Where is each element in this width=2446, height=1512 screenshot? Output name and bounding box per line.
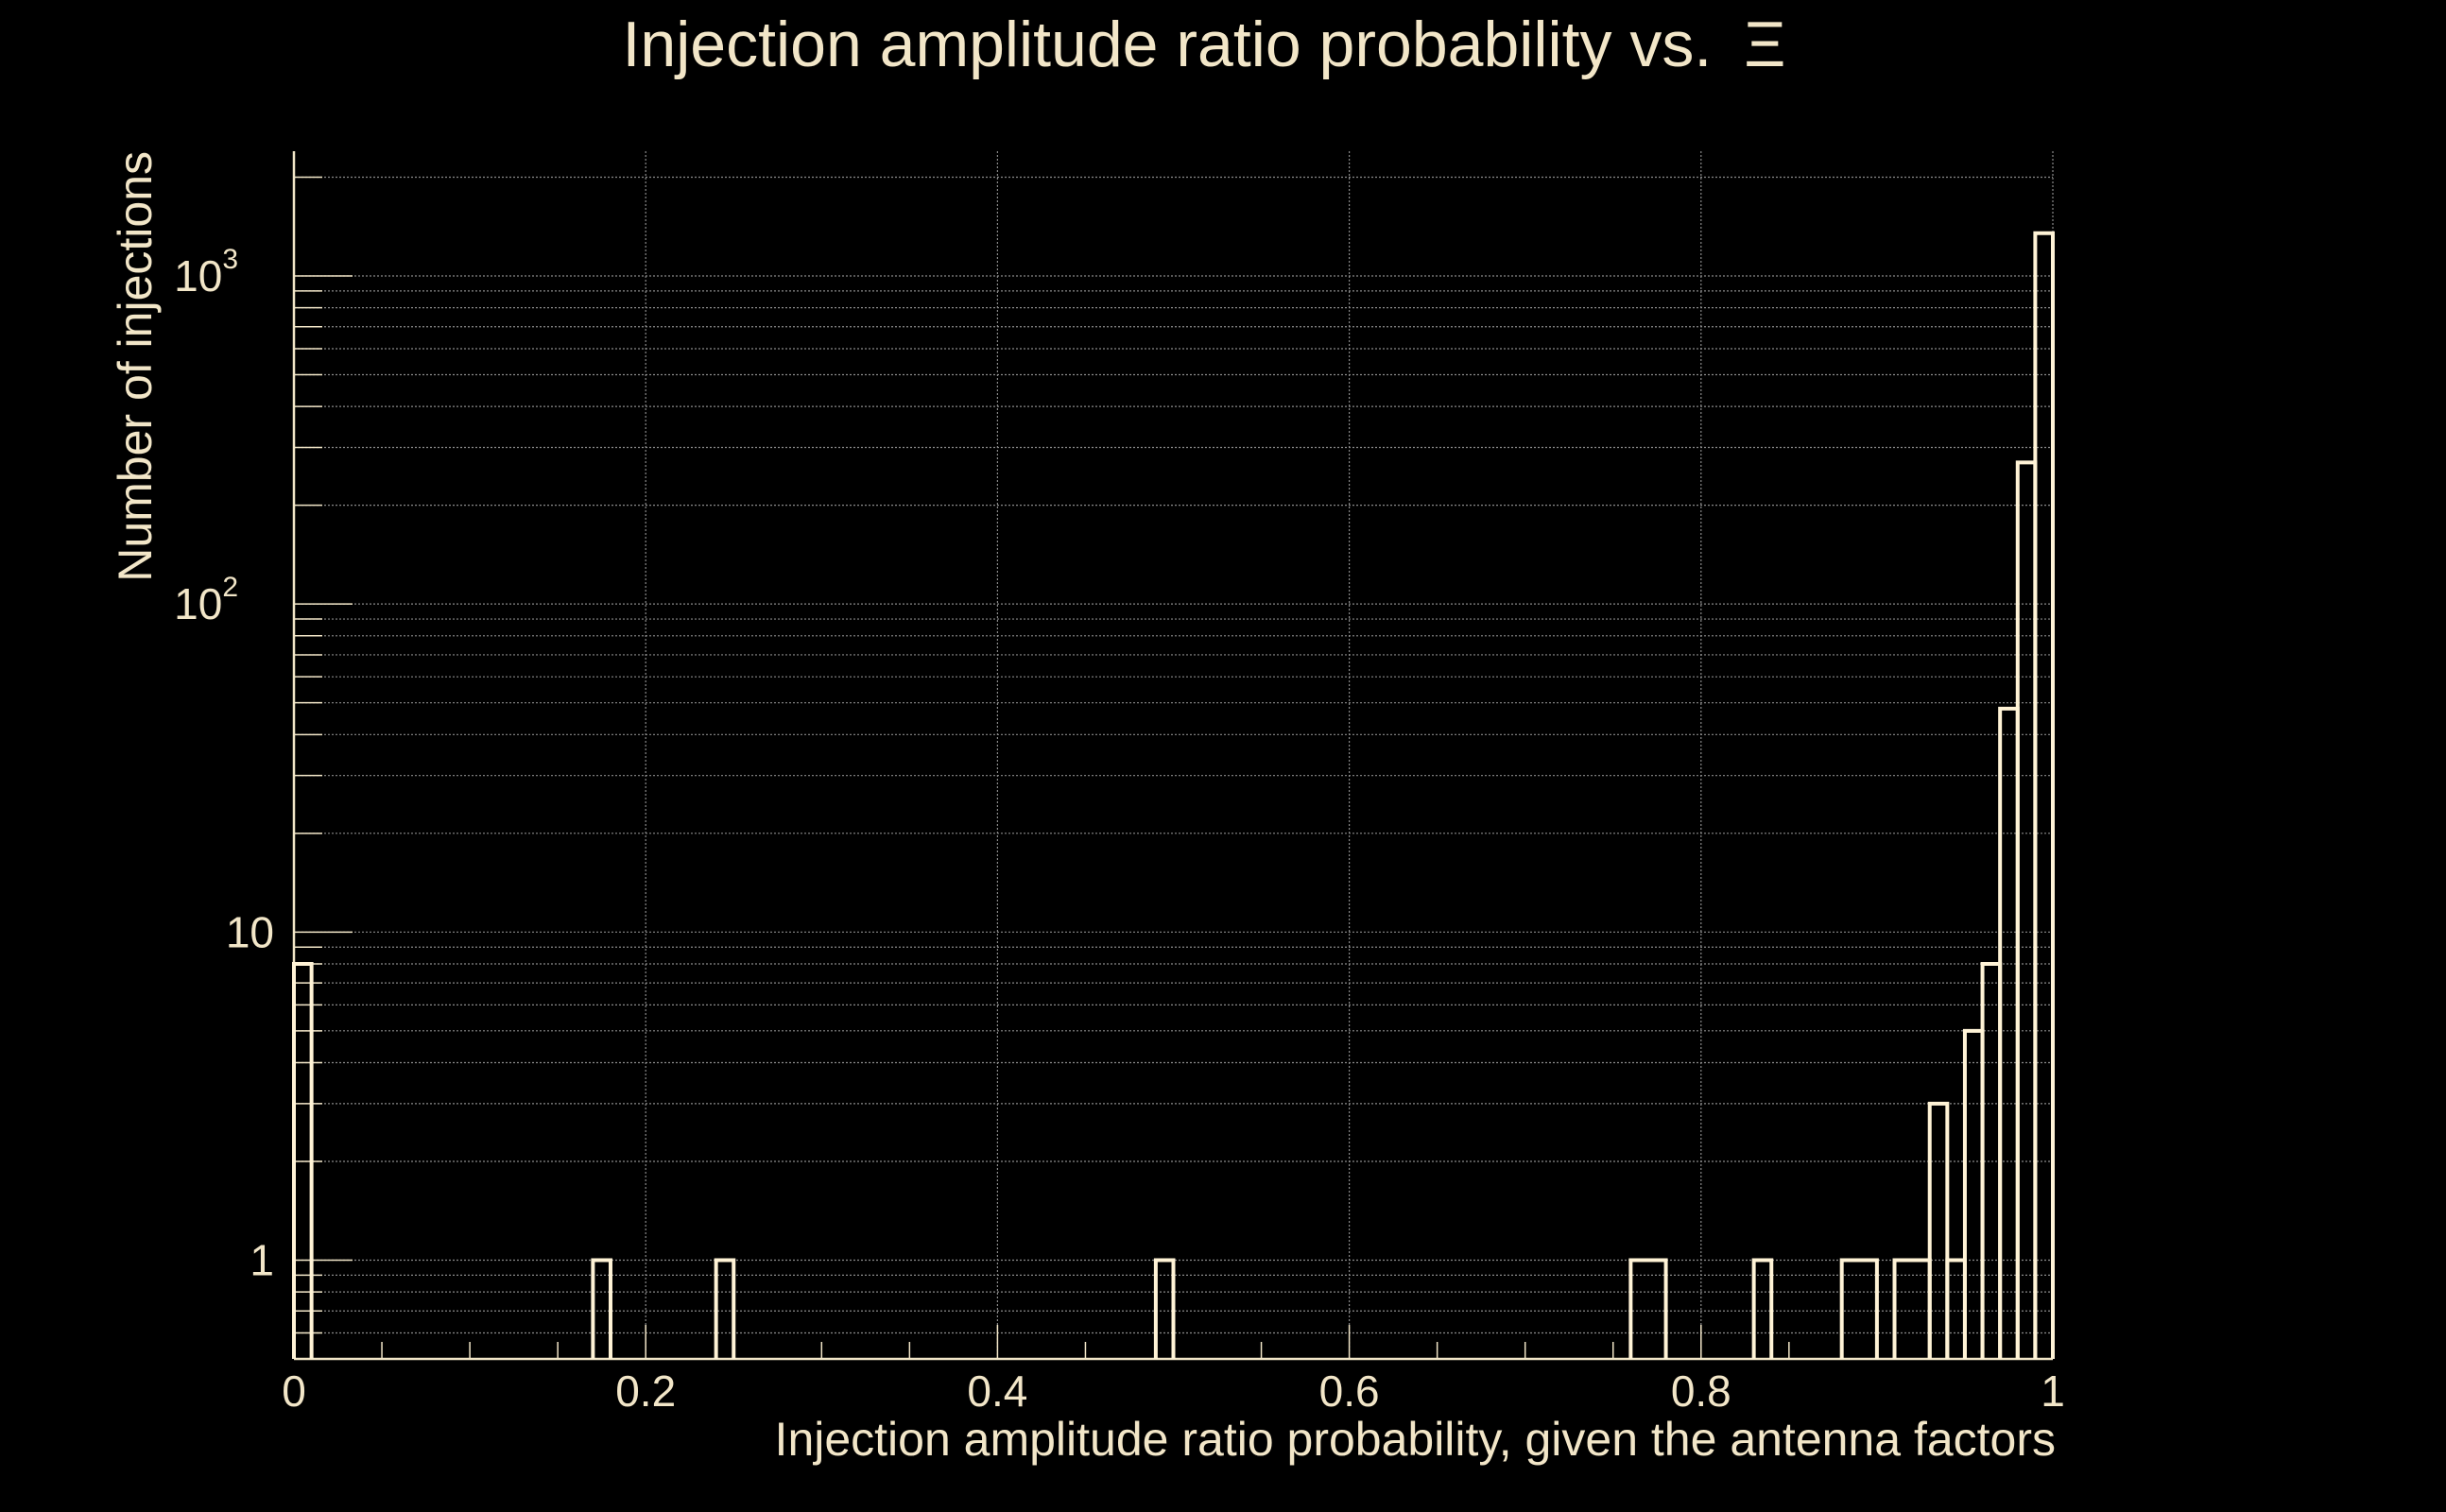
minor-ticks (293, 176, 2054, 1360)
histogram-bin (2015, 460, 2038, 1359)
x-tick-label: 0 (282, 1366, 306, 1416)
chart-title-text: Injection amplitude ratio probability vs… (622, 9, 1712, 80)
histogram-bin (1628, 1258, 1668, 1359)
histogram-bin (1751, 1258, 1774, 1359)
histogram-bin (714, 1258, 736, 1359)
histogram-bins (292, 231, 2055, 1359)
x-tick-label: 0.8 (1671, 1366, 1731, 1416)
histogram-bin (2033, 231, 2055, 1359)
x-tick-label: 1 (2041, 1366, 2065, 1416)
x-tick-label: 0.4 (967, 1366, 1027, 1416)
plot-axes (292, 151, 2053, 1361)
y-tick-label: 103 (174, 244, 238, 301)
x-tick-label: 0.2 (615, 1366, 676, 1416)
x-axis-label: Injection amplitude ratio probability, g… (775, 1413, 2056, 1466)
grid-lines (293, 151, 2054, 1360)
chart-title: Injection amplitude ratio probability vs… (622, 9, 1785, 80)
histogram-bin (1839, 1258, 1879, 1359)
histogram-bin (1962, 1028, 1985, 1359)
chart-title-symbol: Ξ (1744, 9, 1785, 80)
y-tick-labels: 1 10 102 103 (174, 244, 274, 1284)
histogram-bin (292, 961, 314, 1359)
y-tick-label: 1 (250, 1235, 274, 1284)
x-tick-label: 0.6 (1319, 1366, 1380, 1416)
histogram-bin (1927, 1101, 1950, 1359)
y-axis-label: Number of injections (109, 151, 162, 582)
histogram-bin (1153, 1258, 1176, 1359)
y-tick-label: 102 (174, 572, 238, 628)
y-tick-label: 10 (226, 907, 274, 956)
x-tick-labels: 0 0.2 0.4 0.6 0.8 1 (282, 1366, 2065, 1416)
histogram-bin (591, 1258, 612, 1359)
histogram-bin (1998, 706, 2020, 1359)
